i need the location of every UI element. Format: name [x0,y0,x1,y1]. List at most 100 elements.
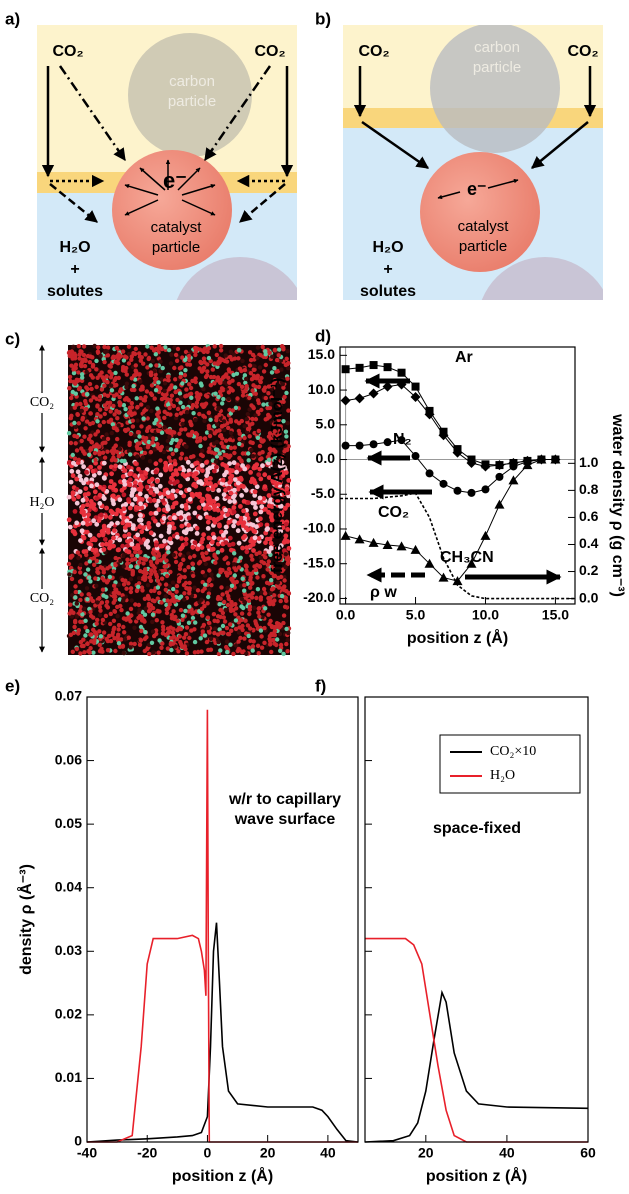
molecule [73,382,77,386]
molecule [103,456,107,460]
molecule [255,563,259,567]
molecule [67,460,72,465]
molecule [234,606,238,610]
molecule [151,564,155,568]
molecule [213,626,217,630]
molecule [254,621,258,625]
series-line [346,385,556,467]
molecule [139,529,144,534]
molecule [244,386,248,390]
molecule [160,577,164,581]
molecule [149,363,153,367]
molecule [81,521,86,526]
molecule [143,352,147,356]
molecule [82,435,86,439]
molecule [71,453,75,457]
y-tick-label: 0.04 [55,878,82,894]
molecule [254,392,258,396]
molecule [132,626,136,630]
molecule [258,457,262,461]
molecule [205,494,210,499]
molecule [252,406,256,410]
molecule [166,439,170,443]
molecule [154,461,159,466]
molecule [87,453,91,457]
molecule [124,396,128,400]
molecule [77,458,81,462]
molecule [198,366,202,370]
molecule [68,525,73,530]
molecule [180,452,184,456]
molecule [74,392,78,396]
molecule [141,362,145,366]
molecule [257,651,261,655]
molecule [241,393,245,397]
molecule [192,627,196,631]
molecule [67,572,71,576]
molecule [68,611,72,615]
molecule [115,614,119,618]
molecule [205,373,209,377]
molecule [98,394,102,398]
molecule [91,469,96,474]
molecule [143,613,147,617]
molecule [216,488,221,493]
molecule [131,424,135,428]
molecule [75,601,79,605]
molecule [226,561,230,565]
molecule [128,506,133,511]
molecule [73,570,77,574]
molecule [216,407,220,411]
molecule [158,386,162,390]
molecule [206,626,210,630]
molecule [164,588,168,592]
molecule [230,603,234,607]
molecule [160,641,164,645]
molecule [150,393,154,397]
molecule [203,506,208,511]
molecule [187,382,191,386]
molecule [146,405,150,409]
molecule [206,526,211,531]
molecule [215,496,220,501]
label: e⁻ [163,168,187,193]
molecule [175,637,179,641]
molecule [78,563,82,567]
series-line [87,710,358,1142]
molecule [178,484,183,489]
molecule [159,534,164,539]
label: CO₂ [30,591,54,606]
molecule [244,549,249,554]
molecule [238,476,243,481]
series-line [365,993,588,1142]
molecule [286,361,290,365]
molecule [164,594,168,598]
molecule [180,381,184,385]
panel-label: c) [5,329,20,348]
marker [355,393,365,403]
molecule [256,472,261,477]
molecule [155,442,159,446]
molecule [105,374,109,378]
molecule [246,412,250,416]
legend-label: CO₂ [378,504,409,521]
molecule [286,349,290,353]
molecule [186,460,191,465]
molecule [204,562,208,566]
molecule [149,409,153,413]
molecule [162,554,166,558]
label: catalyst [458,218,510,235]
molecule [123,354,127,358]
molecule [118,395,122,399]
y-tick-label: 0.01 [55,1069,82,1085]
molecule [167,455,171,459]
marker [412,452,420,460]
molecule [191,411,195,415]
label: solutes [360,283,416,300]
molecule [221,478,226,483]
molecule [94,367,98,371]
molecule [169,361,173,365]
molecule [123,525,128,530]
molecule [150,440,154,444]
molecule [130,354,134,358]
